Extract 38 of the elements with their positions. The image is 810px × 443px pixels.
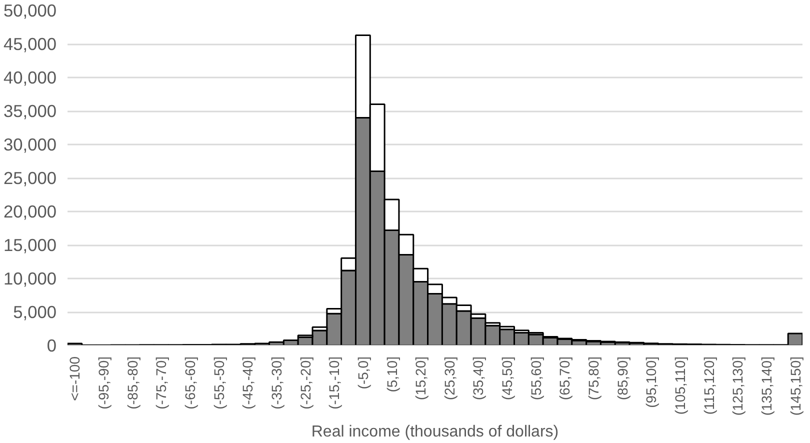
x-tick-label: (125,130] [730, 356, 746, 416]
x-axis-title: Real income (thousands of dollars) [311, 424, 559, 441]
x-tick-label: (45,50] [499, 356, 516, 400]
x-tick-label: <=-100 [66, 356, 83, 401]
x-tick-label: (-45,-40] [240, 356, 256, 410]
x-tick-label: (85,90] [614, 356, 630, 400]
x-tick-label: (-85,-80] [124, 356, 140, 410]
x-tick-label: (-95,-90] [96, 356, 112, 410]
y-tick-label: 20,000 [4, 202, 56, 222]
y-tick-label: 45,000 [4, 34, 56, 54]
x-tick-label: (-25,-20] [297, 356, 314, 410]
x-tick-label: (75,80] [586, 356, 602, 400]
y-tick-label: 0 [46, 336, 57, 356]
x-tick-label: (-5,0] [354, 356, 371, 390]
y-tick-label: 35,000 [4, 101, 56, 121]
x-tick-label: (-15,-10] [326, 356, 342, 410]
x-tick-label: (-75,-70] [153, 356, 170, 410]
x-tick-label: (15,20] [412, 356, 429, 400]
x-tick-label: (-65,-60] [182, 356, 198, 410]
y-tick-label: 30,000 [4, 134, 56, 154]
x-tick-label: (65,70] [556, 356, 573, 400]
x-tick-label: (35,40] [470, 356, 486, 400]
x-tick-label: (115,120] [700, 356, 717, 415]
y-tick-label: 25,000 [4, 168, 56, 188]
y-tick-label: 10,000 [4, 268, 56, 288]
x-tick-label: (95,100] [643, 356, 660, 408]
x-tick-label: (-35,-30] [268, 356, 284, 410]
x-tick-label: (145,150] [787, 356, 804, 416]
x-tick-label: (25,30] [441, 356, 458, 400]
y-tick-label: 40,000 [4, 68, 56, 88]
y-tick-label: 50,000 [4, 0, 56, 20]
x-tick-label: (55,60] [528, 356, 544, 400]
x-tick-label: (105,110] [672, 356, 688, 415]
x-tick-label: (135,140] [758, 356, 774, 416]
y-tick-label: 15,000 [4, 235, 56, 255]
x-tick-label: (5,10] [384, 356, 400, 392]
y-tick-label: 5,000 [13, 302, 57, 322]
x-tick-label: (-55,-50] [210, 356, 227, 410]
